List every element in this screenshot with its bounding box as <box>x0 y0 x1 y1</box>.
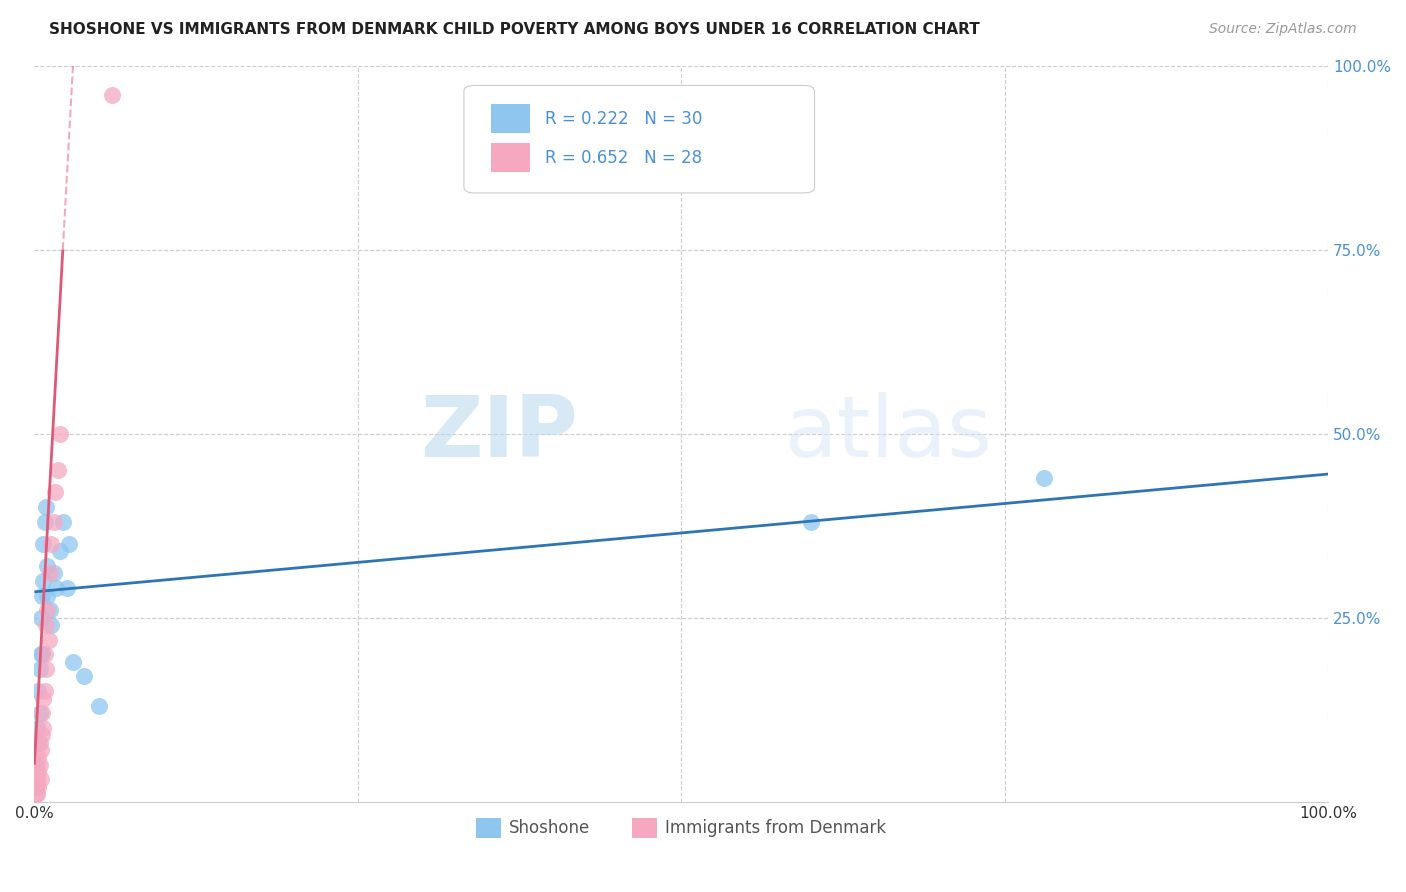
Point <box>31 589 53 603</box>
Point <box>27 750 49 764</box>
Point <box>58 537 80 551</box>
Point <box>35 500 58 515</box>
Point <box>24 787 46 801</box>
Text: Source: ZipAtlas.com: Source: ZipAtlas.com <box>1209 22 1357 37</box>
Point <box>34 684 56 698</box>
Point <box>28 736 51 750</box>
Point <box>27 684 49 698</box>
Point <box>32 574 55 588</box>
Point <box>27 736 49 750</box>
Point <box>87 698 110 713</box>
Point <box>28 706 51 721</box>
Point <box>37 559 59 574</box>
Point <box>101 88 124 103</box>
Text: SHOSHONE VS IMMIGRANTS FROM DENMARK CHILD POVERTY AMONG BOYS UNDER 16 CORRELATIO: SHOSHONE VS IMMIGRANTS FROM DENMARK CHIL… <box>49 22 980 37</box>
Point <box>39 537 62 551</box>
Point <box>35 662 58 676</box>
Point <box>35 618 58 632</box>
Point <box>24 780 46 794</box>
FancyBboxPatch shape <box>464 86 814 193</box>
Point <box>42 566 65 581</box>
Point <box>30 743 52 757</box>
Point <box>45 581 67 595</box>
Point <box>28 757 51 772</box>
Point <box>31 728 53 742</box>
Point <box>25 721 48 735</box>
Point <box>37 603 59 617</box>
Point <box>31 706 53 721</box>
Point <box>32 721 55 735</box>
Text: atlas: atlas <box>785 392 993 475</box>
Point <box>49 544 72 558</box>
Point <box>1032 471 1054 485</box>
Point <box>28 662 51 676</box>
FancyBboxPatch shape <box>491 143 530 172</box>
Text: R = 0.652   N = 28: R = 0.652 N = 28 <box>546 149 703 167</box>
Point <box>44 485 66 500</box>
Point <box>30 610 52 624</box>
Point <box>32 691 55 706</box>
Point <box>37 589 59 603</box>
Point <box>30 772 52 787</box>
Point <box>39 618 62 632</box>
Point <box>800 515 823 529</box>
Point <box>52 515 75 529</box>
Point <box>38 566 60 581</box>
Point <box>72 669 94 683</box>
Point <box>25 757 48 772</box>
Point <box>31 648 53 662</box>
Point <box>32 537 55 551</box>
Point <box>24 780 46 794</box>
Legend: Shoshone, Immigrants from Denmark: Shoshone, Immigrants from Denmark <box>470 811 893 845</box>
Point <box>25 772 48 787</box>
Point <box>38 603 60 617</box>
FancyBboxPatch shape <box>491 103 530 133</box>
Point <box>49 426 72 441</box>
Point <box>62 655 84 669</box>
Point <box>55 581 77 595</box>
Point <box>42 515 65 529</box>
Point <box>27 780 49 794</box>
Point <box>34 648 56 662</box>
Point <box>25 787 48 801</box>
Text: R = 0.222   N = 30: R = 0.222 N = 30 <box>546 110 703 128</box>
Point <box>46 463 69 477</box>
Point <box>30 648 52 662</box>
Point <box>27 765 49 780</box>
Point <box>38 632 60 647</box>
Point <box>34 515 56 529</box>
Text: ZIP: ZIP <box>420 392 578 475</box>
